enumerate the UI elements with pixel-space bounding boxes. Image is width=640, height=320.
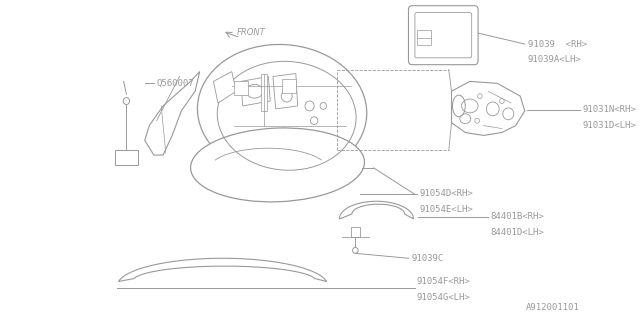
Text: A912001101: A912001101 xyxy=(526,303,580,312)
Text: 91039C: 91039C xyxy=(412,254,444,263)
Polygon shape xyxy=(261,74,266,111)
Text: 84401D<LH>: 84401D<LH> xyxy=(490,228,544,237)
Text: 84401B<RH>: 84401B<RH> xyxy=(490,212,544,221)
Text: 91054F<RH>: 91054F<RH> xyxy=(417,277,470,286)
Polygon shape xyxy=(417,30,431,45)
Text: Q560007: Q560007 xyxy=(157,79,195,88)
Polygon shape xyxy=(234,81,248,95)
Text: 91054D<RH>: 91054D<RH> xyxy=(419,189,473,198)
Polygon shape xyxy=(351,227,360,237)
Ellipse shape xyxy=(198,44,367,177)
Text: 91031D<LH>: 91031D<LH> xyxy=(582,121,636,130)
Polygon shape xyxy=(118,258,326,282)
Text: 91039A<LH>: 91039A<LH> xyxy=(527,55,581,64)
Polygon shape xyxy=(145,72,200,155)
Text: 91054E<LH>: 91054E<LH> xyxy=(419,204,473,214)
Polygon shape xyxy=(282,79,296,93)
Ellipse shape xyxy=(191,128,364,202)
Polygon shape xyxy=(241,76,270,106)
Text: 91031N<RH>: 91031N<RH> xyxy=(582,105,636,114)
Text: 91039  <RH>: 91039 <RH> xyxy=(527,40,587,49)
Polygon shape xyxy=(273,74,298,109)
Text: 91054G<LH>: 91054G<LH> xyxy=(417,293,470,302)
Text: FRONT: FRONT xyxy=(236,28,265,37)
Polygon shape xyxy=(213,72,236,103)
Polygon shape xyxy=(452,81,525,135)
FancyBboxPatch shape xyxy=(408,6,478,65)
Polygon shape xyxy=(115,150,138,165)
Polygon shape xyxy=(339,201,413,219)
